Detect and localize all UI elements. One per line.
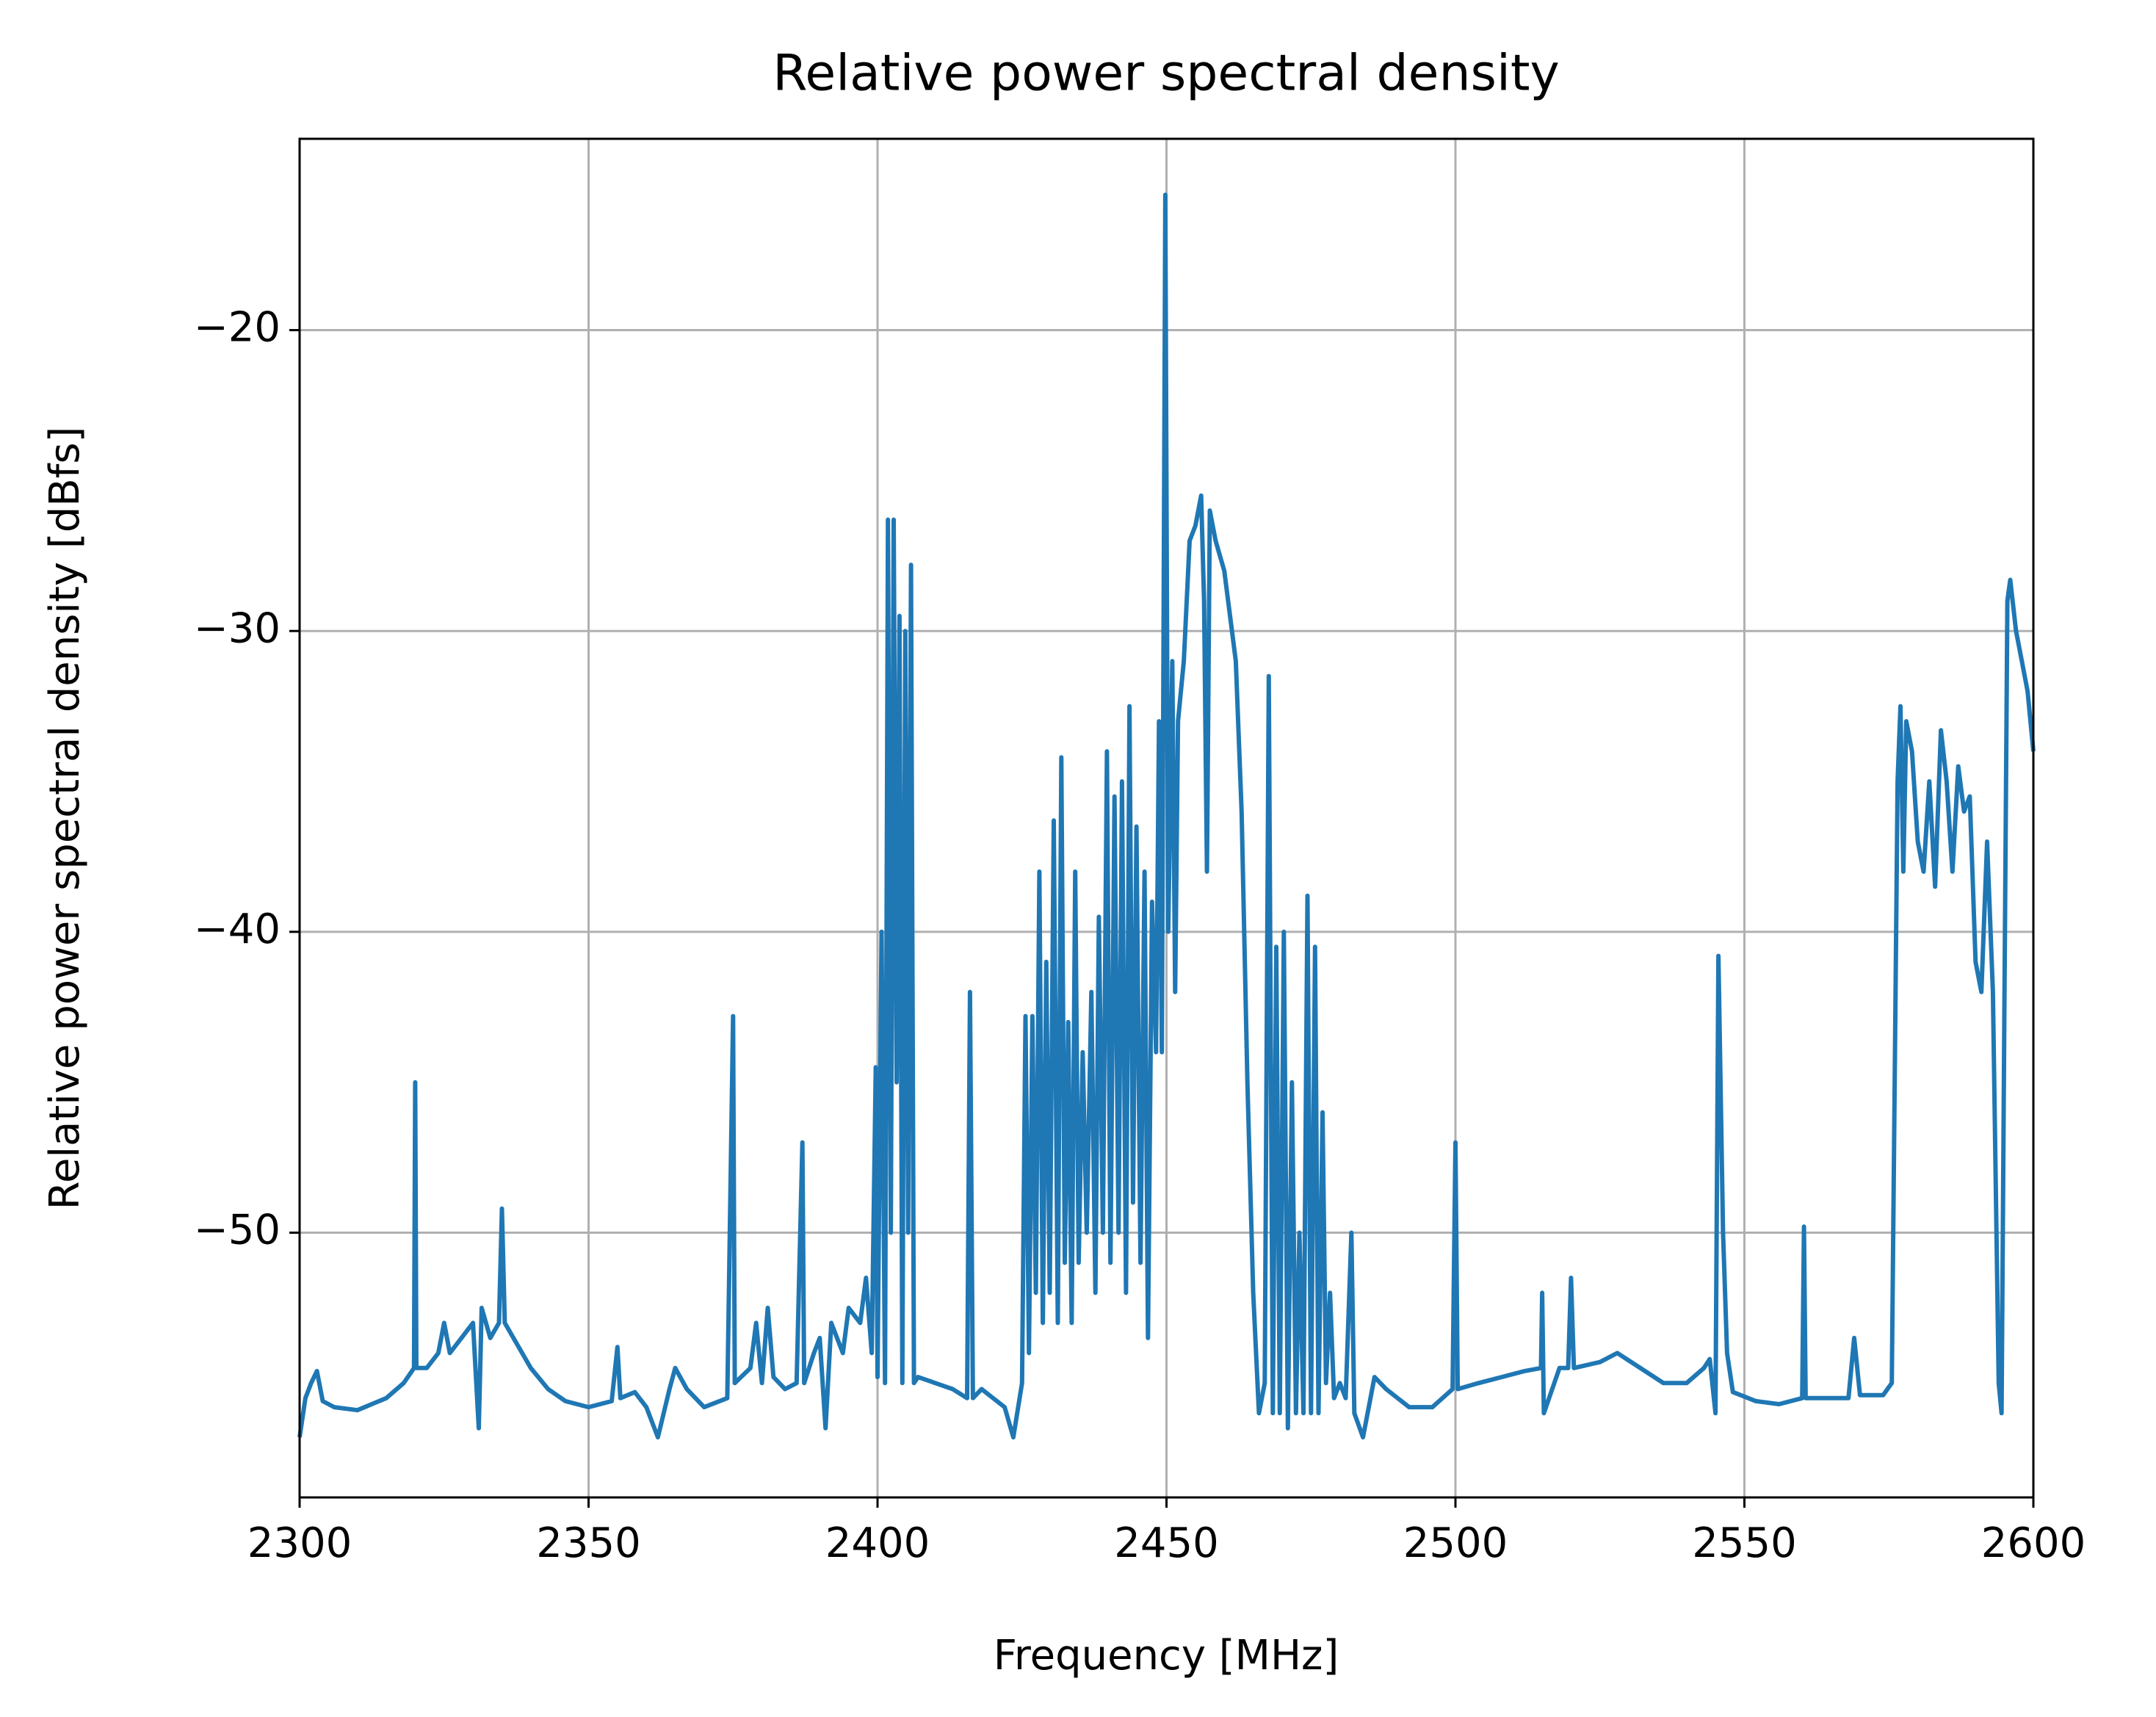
ticks: 2300 2350 2400 2450 2500 2550 2600 −50 −40 −30 −20 — [194, 304, 2086, 1567]
y-axis-label: Relative power spectral density [dBfs] — [41, 427, 89, 1210]
y-tick-label: −30 — [194, 604, 281, 652]
spectrum-line — [297, 192, 2036, 1440]
x-tick-label: 2600 — [1981, 1519, 2086, 1567]
x-axis-label: Frequency [MHz] — [994, 1632, 1339, 1680]
x-tick-label: 2550 — [1692, 1519, 1797, 1567]
plot-area — [297, 192, 2036, 1440]
x-tick-label: 2500 — [1403, 1519, 1508, 1567]
x-tick-label: 2450 — [1114, 1519, 1219, 1567]
y-tick-label: −20 — [194, 304, 281, 352]
y-tick-label: −40 — [194, 906, 281, 953]
x-tick-label: 2300 — [247, 1519, 352, 1567]
x-tick-label: 2350 — [536, 1519, 641, 1567]
y-tick-label: −50 — [194, 1207, 281, 1254]
chart-title: Relative power spectral density — [773, 45, 1560, 103]
x-tick-label: 2400 — [825, 1519, 930, 1567]
